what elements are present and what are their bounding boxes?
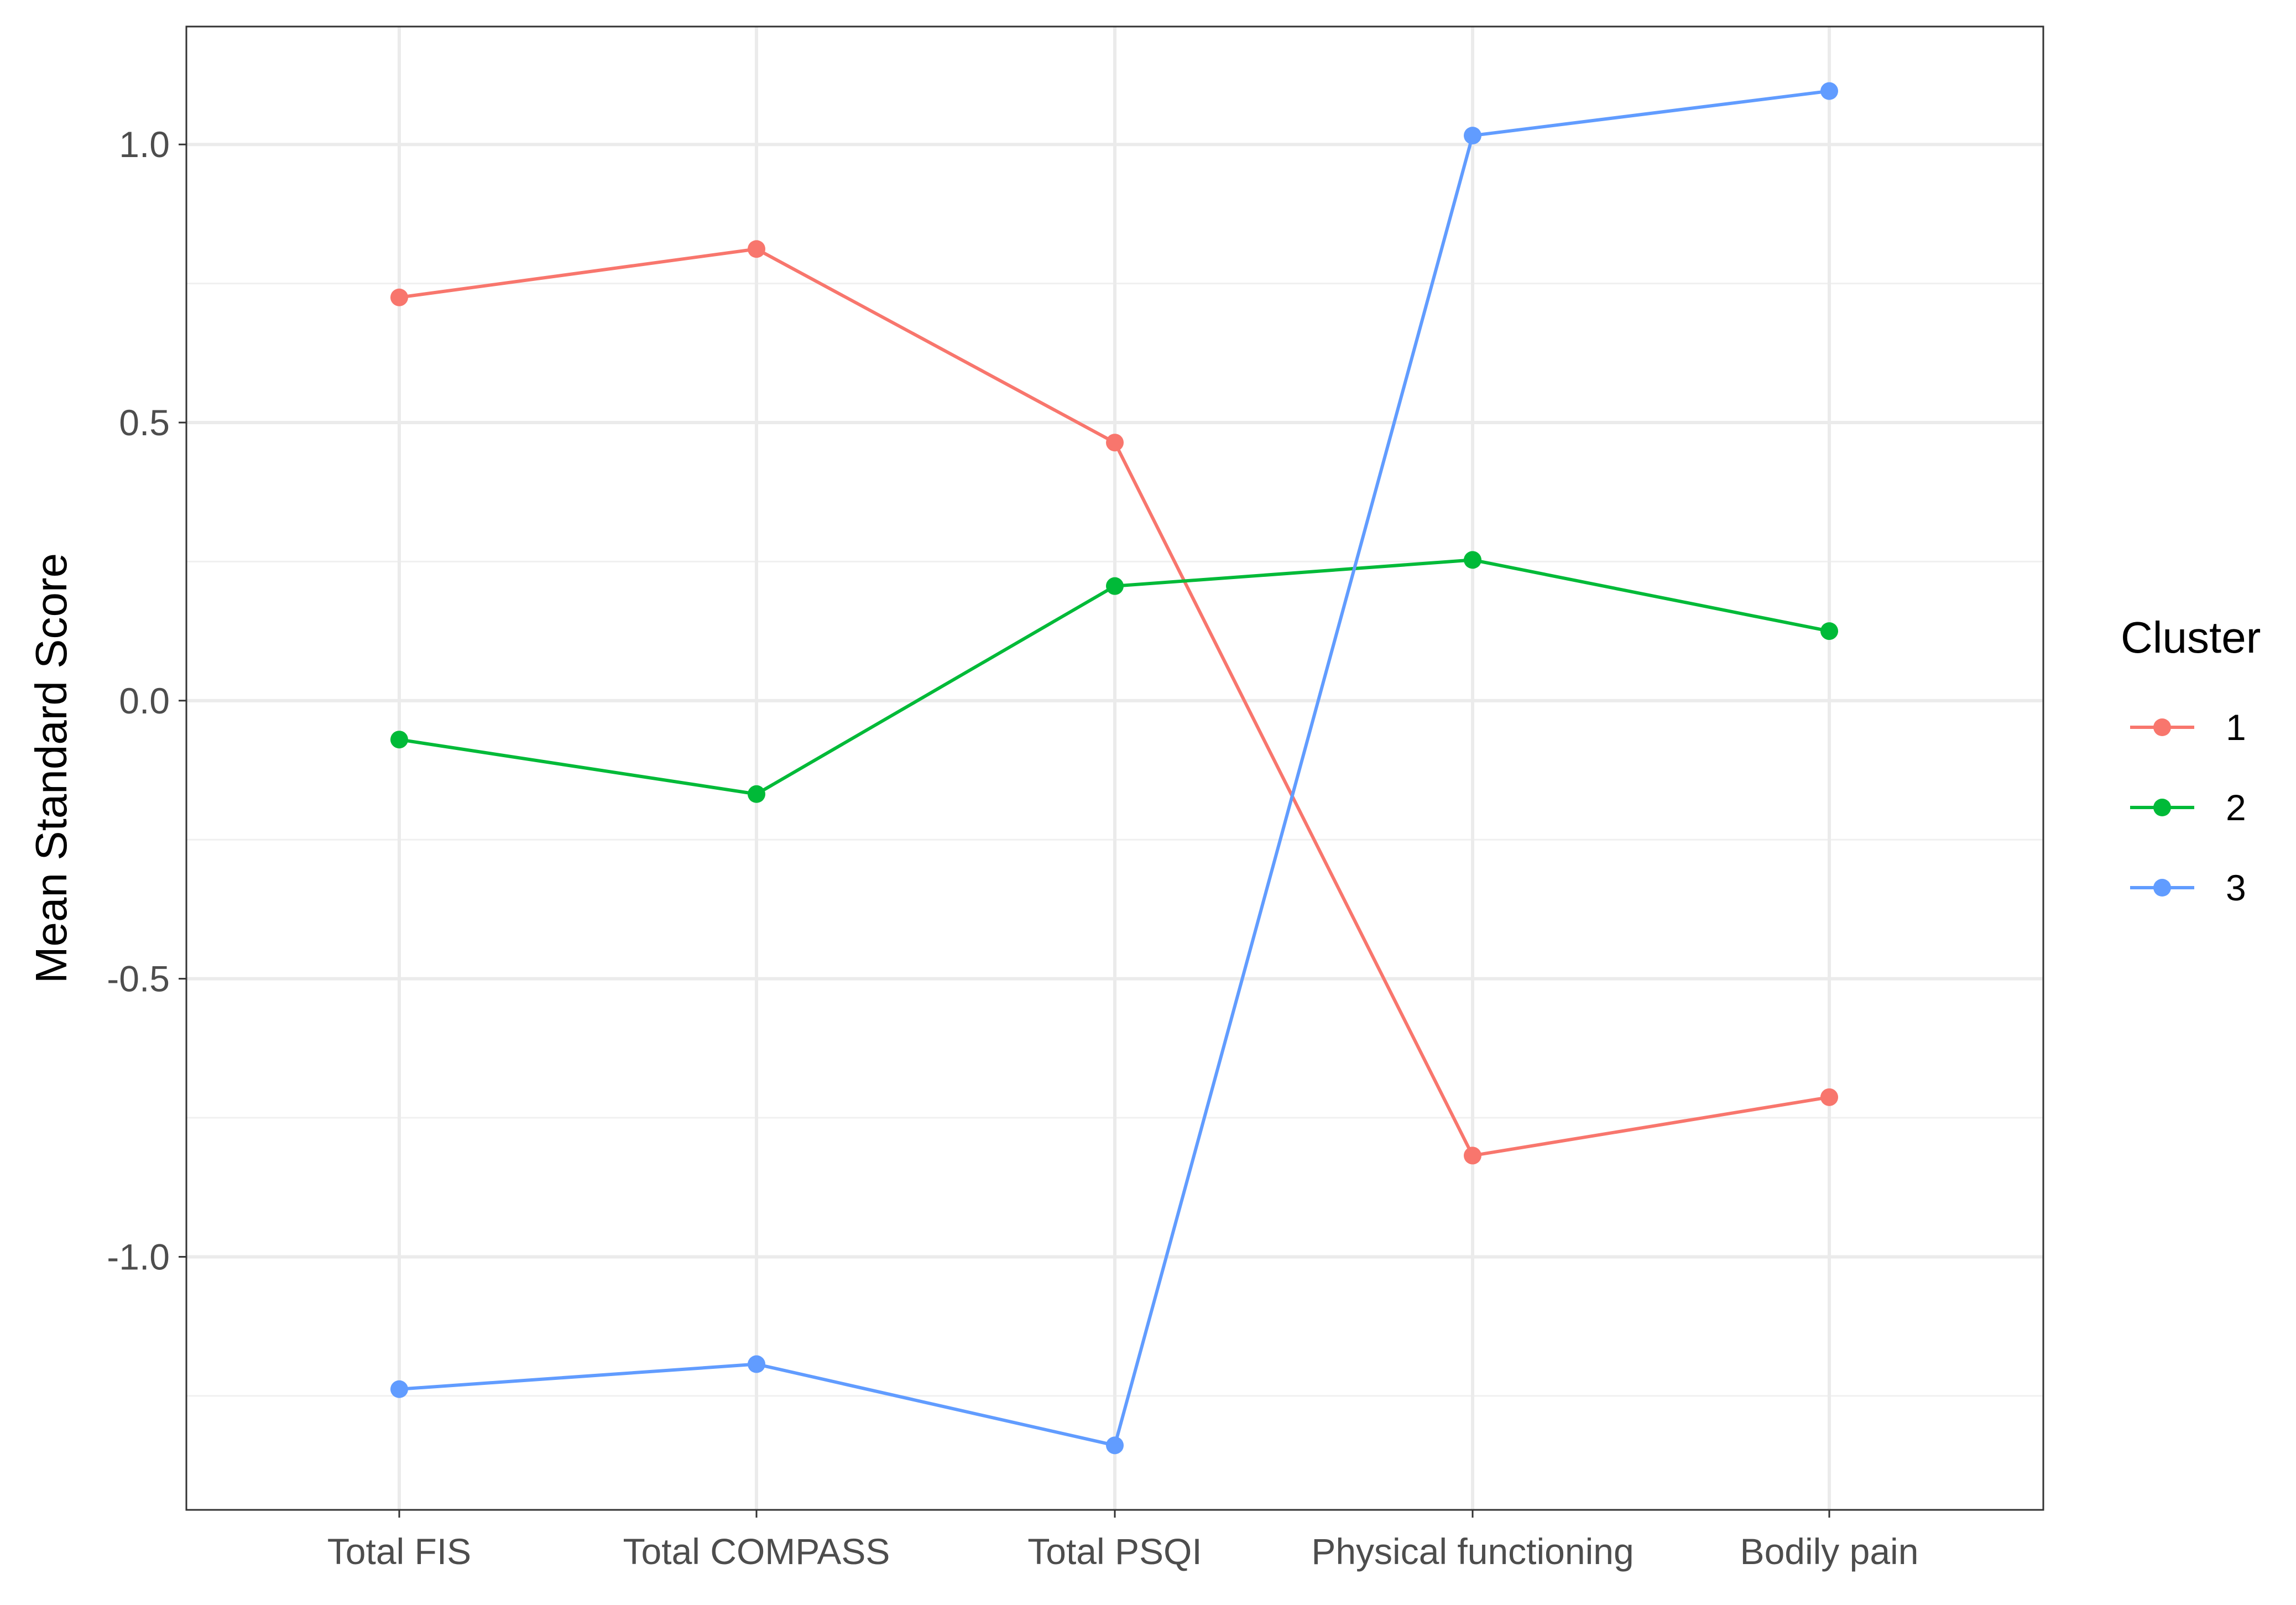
data-point xyxy=(748,785,765,803)
x-tick-label: Physical functioning xyxy=(1311,1531,1634,1572)
data-point xyxy=(1820,1088,1838,1106)
y-tick-label: 1.0 xyxy=(119,124,170,165)
legend-label: 2 xyxy=(2226,787,2246,828)
legend-label: 3 xyxy=(2226,867,2246,908)
x-tick-label: Total COMPASS xyxy=(623,1531,890,1572)
data-series xyxy=(390,82,1838,1455)
data-point xyxy=(1820,622,1838,640)
y-tick-label: 0.5 xyxy=(119,402,170,443)
data-point xyxy=(1106,577,1124,595)
data-point xyxy=(1820,82,1838,100)
y-tick-label: -1.0 xyxy=(107,1236,170,1277)
legend-key-point xyxy=(2153,879,2171,897)
data-point xyxy=(390,731,408,749)
data-point xyxy=(390,1380,408,1398)
series-2 xyxy=(390,551,1838,803)
legend-item: 2 xyxy=(2130,787,2246,828)
legend-item: 1 xyxy=(2130,707,2246,748)
legend: Cluster 1 2 3 xyxy=(2121,613,2261,908)
legend-key-point xyxy=(2153,718,2171,736)
data-point xyxy=(1464,127,1481,145)
y-tick-label: -0.5 xyxy=(107,958,170,999)
data-point xyxy=(748,1355,765,1373)
data-point xyxy=(390,288,408,306)
legend-item: 3 xyxy=(2130,867,2246,908)
data-point xyxy=(1106,434,1124,452)
legend-key-point xyxy=(2153,799,2171,816)
x-tick-label: Bodily pain xyxy=(1740,1531,1919,1572)
data-point xyxy=(748,240,765,258)
series-3 xyxy=(390,82,1838,1455)
data-point xyxy=(1464,551,1481,569)
data-point xyxy=(1464,1147,1481,1165)
data-point xyxy=(1106,1436,1124,1455)
y-axis-title: Mean Standard Score xyxy=(27,553,76,983)
legend-title: Cluster xyxy=(2121,613,2261,662)
series-1 xyxy=(390,240,1838,1165)
axes: -1.0 -0.5 0.0 0.5 1.0 Total FIS Total COMPASS T… xyxy=(107,124,1918,1572)
y-tick-label: 0.0 xyxy=(119,680,170,721)
legend-label: 1 xyxy=(2226,707,2246,748)
x-tick-label: Total PSQI xyxy=(1027,1531,1202,1572)
x-tick-label: Total FIS xyxy=(327,1531,471,1572)
